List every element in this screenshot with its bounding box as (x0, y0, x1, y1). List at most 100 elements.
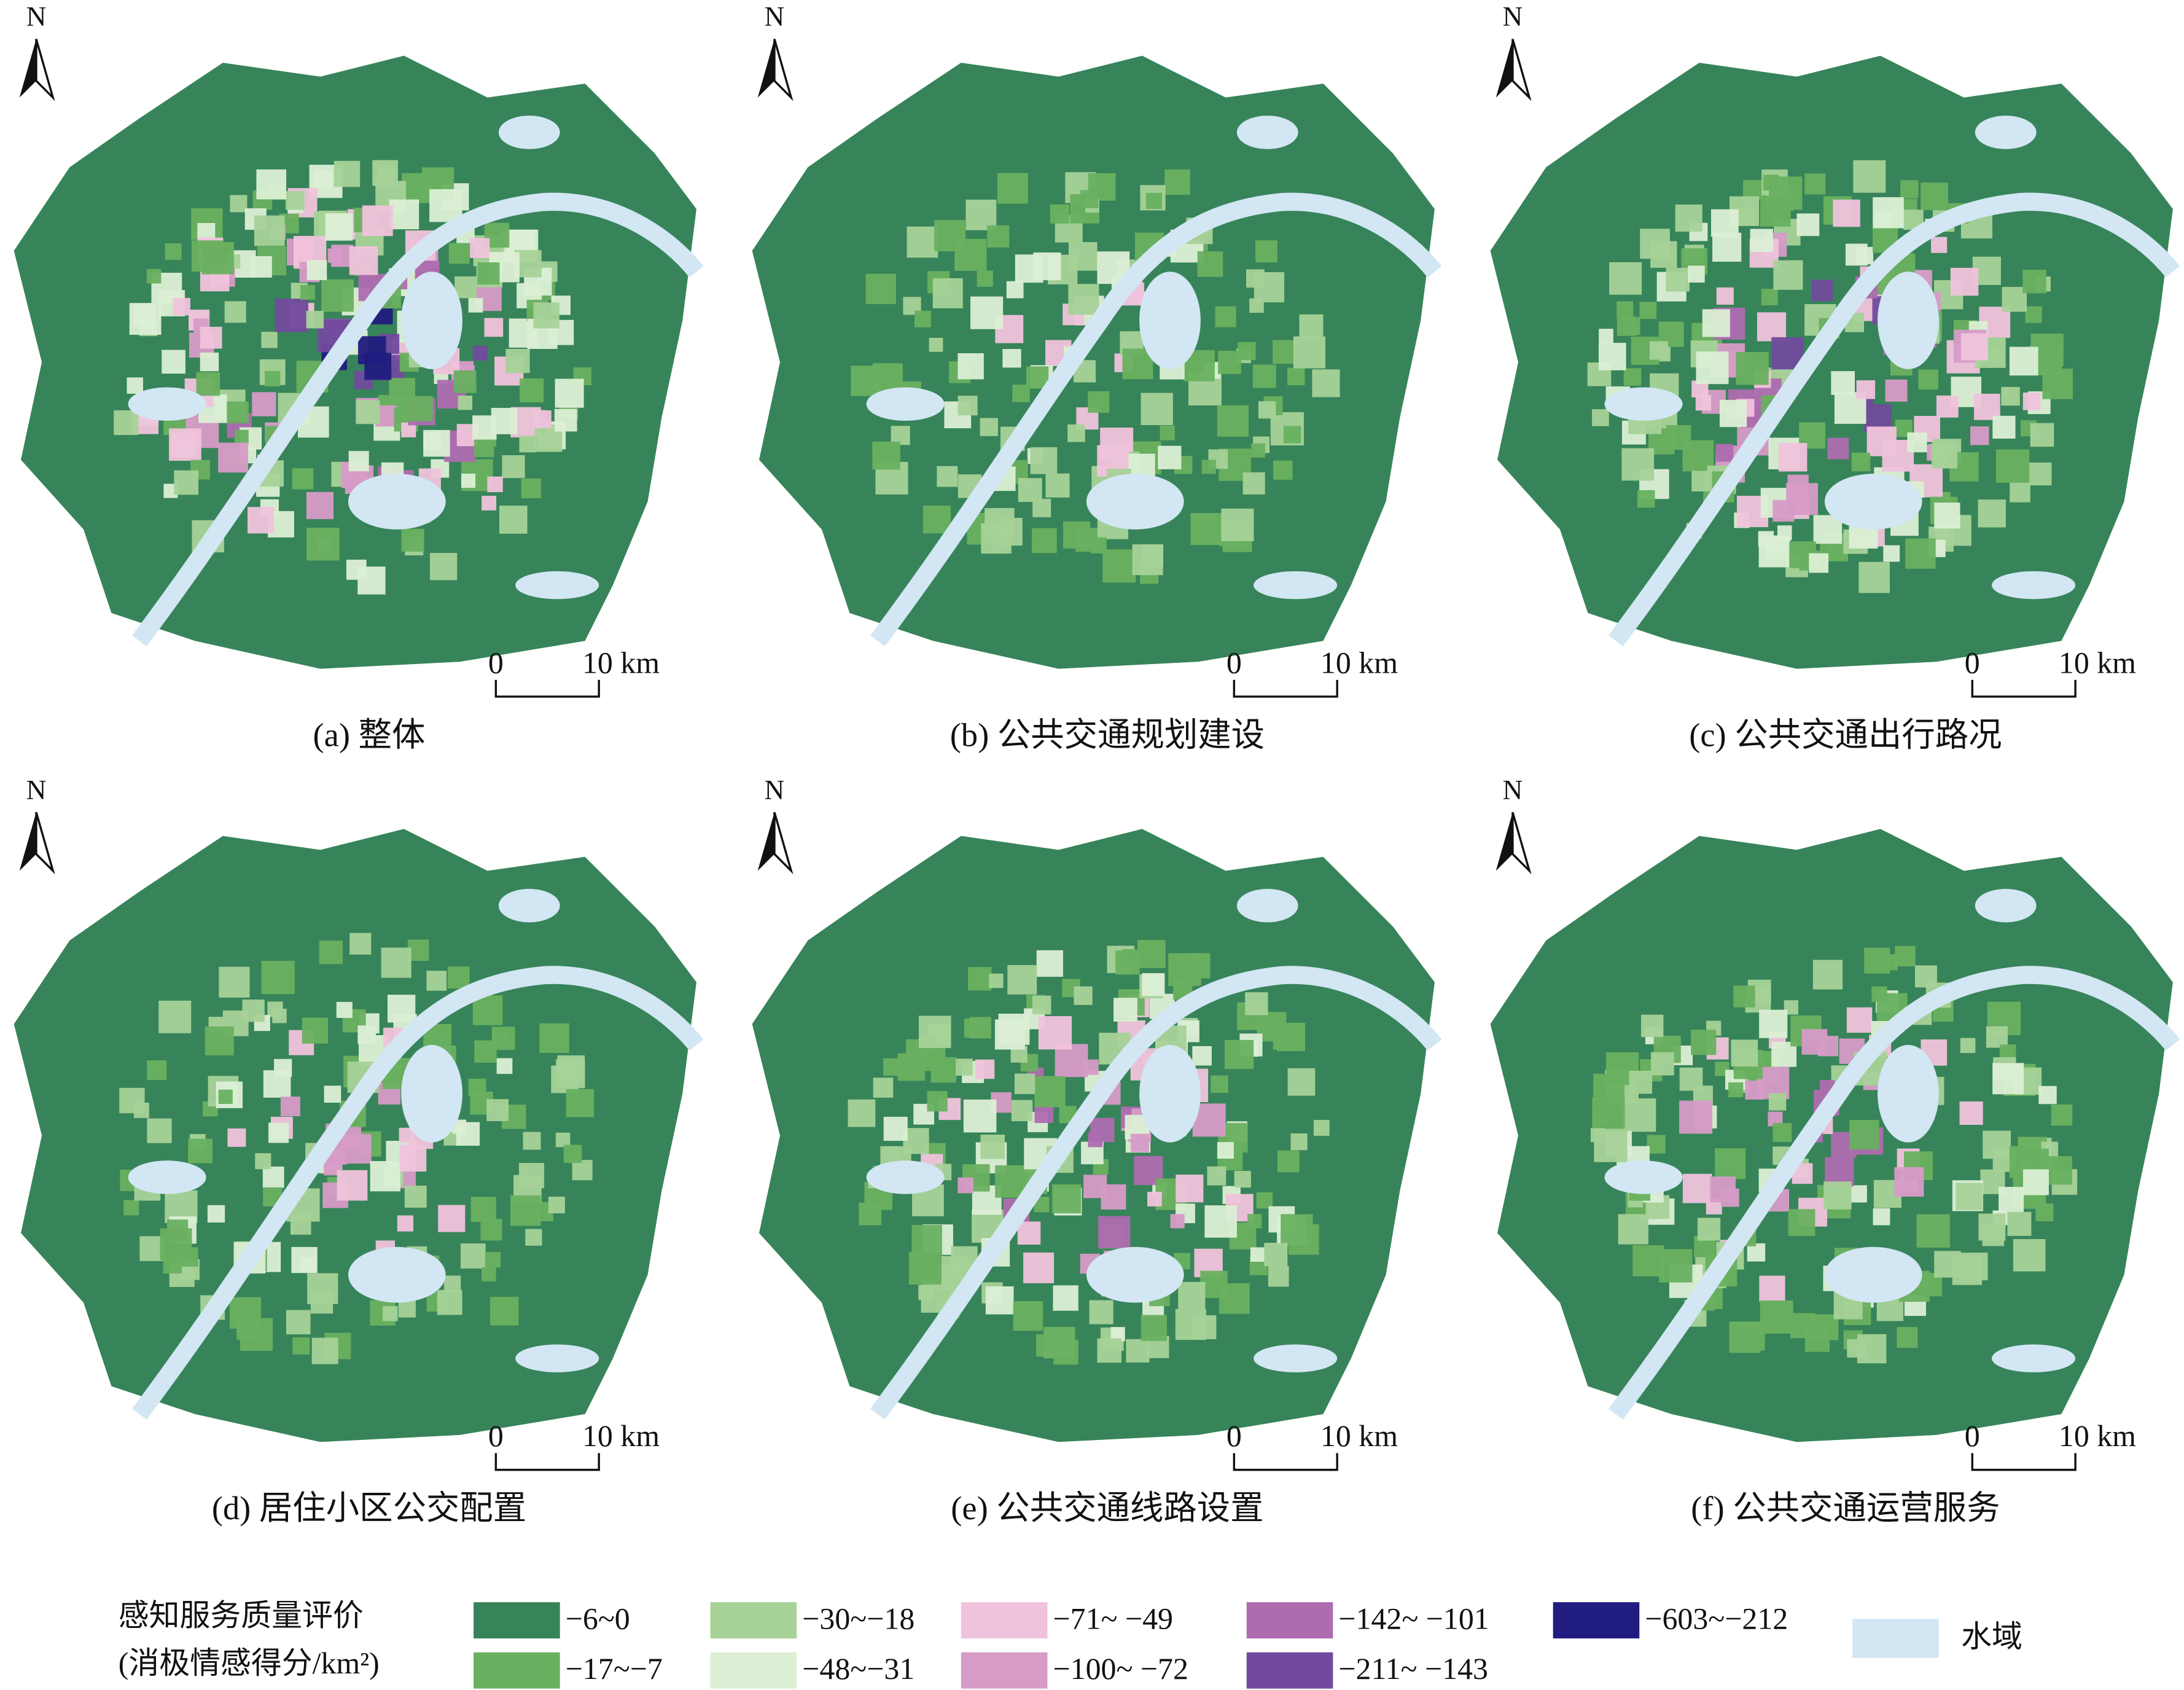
cell (1590, 1128, 1605, 1143)
cell (1045, 473, 1070, 498)
cell (1192, 1315, 1217, 1339)
cell (1960, 1038, 1976, 1054)
cell (357, 566, 386, 595)
cell (114, 410, 139, 436)
scale-end: 10 km (2059, 646, 2136, 680)
cell (1011, 1100, 1033, 1122)
cell (275, 299, 308, 332)
north-arrow (773, 39, 794, 101)
cell (566, 1089, 595, 1117)
scale-end: 10 km (1320, 1419, 1398, 1453)
cell (1853, 160, 1886, 193)
cell (1621, 448, 1655, 481)
cell (423, 429, 450, 457)
cell (272, 1008, 287, 1023)
cell (306, 528, 340, 561)
north-label: N (26, 775, 47, 805)
cell (1647, 1135, 1666, 1154)
cell (1779, 443, 1808, 472)
cell (372, 160, 399, 186)
cell (2002, 287, 2027, 312)
cell (169, 428, 201, 461)
cell (1050, 204, 1070, 224)
cell (1801, 1029, 1828, 1055)
cell (520, 378, 544, 403)
cell (1827, 437, 1849, 460)
cell (848, 1099, 876, 1127)
scale-start: 0 (488, 646, 504, 680)
cell (1637, 490, 1655, 508)
cell (957, 396, 978, 416)
cell (234, 429, 249, 444)
north-arrow (1496, 812, 1513, 871)
cell (957, 353, 984, 380)
cell (1885, 379, 1908, 402)
cell (1759, 1275, 1785, 1302)
cell (533, 410, 552, 429)
cell (1034, 1076, 1066, 1108)
cell (1973, 393, 2000, 420)
cell (1032, 995, 1051, 1015)
cell (306, 260, 327, 280)
cell (286, 1310, 311, 1335)
lake (498, 115, 560, 149)
cell (1992, 1063, 2024, 1095)
cell (127, 377, 144, 394)
lake (128, 1160, 206, 1194)
lake (1878, 1044, 1939, 1143)
cell (218, 1089, 233, 1105)
cell (2022, 393, 2041, 410)
cell (1592, 409, 1609, 426)
cell (989, 973, 1004, 988)
cell (398, 1300, 416, 1318)
cell (1666, 267, 1690, 292)
lake (1139, 1044, 1201, 1143)
cell (572, 1160, 593, 1181)
north-arrow (1511, 812, 1532, 875)
cell (930, 1057, 956, 1083)
cell (1833, 199, 1860, 227)
north-arrow (1511, 39, 1532, 101)
cell (218, 442, 248, 473)
cell (1617, 316, 1637, 336)
cell (965, 199, 997, 230)
lake (1975, 888, 2037, 923)
cell (437, 1289, 462, 1315)
cell (458, 395, 473, 410)
cell (1207, 1166, 1227, 1186)
cell (968, 967, 992, 991)
cell (1883, 545, 1900, 562)
legend-title: (消极情感得分/km²) (119, 1646, 380, 1680)
cell (2022, 270, 2046, 294)
cell (319, 941, 343, 964)
cell (1831, 371, 1855, 395)
cell (486, 1099, 509, 1121)
cell (2009, 346, 2038, 376)
cell (489, 1297, 519, 1326)
cell (2010, 482, 2030, 503)
cell (1098, 1216, 1131, 1248)
cell (261, 961, 295, 995)
cell (429, 189, 462, 222)
cell (1593, 1109, 1608, 1125)
cell (1190, 513, 1223, 546)
north-arrow (757, 39, 774, 98)
cell (1978, 1213, 2006, 1241)
cell (470, 1197, 496, 1223)
cell (1051, 1184, 1082, 1214)
north-arrow (19, 39, 36, 98)
cell (1921, 182, 1948, 210)
north-arrow (19, 812, 36, 871)
cell (1757, 312, 1787, 342)
cell (1097, 1338, 1121, 1363)
cell (158, 1000, 192, 1033)
cell (1640, 229, 1670, 259)
cell (468, 298, 483, 313)
cell (1293, 336, 1325, 369)
caption: (a) 整体 (313, 716, 426, 753)
cell (1252, 364, 1276, 388)
cell (200, 352, 219, 372)
cell (333, 160, 361, 187)
cell (468, 1078, 486, 1097)
cell (230, 195, 248, 213)
